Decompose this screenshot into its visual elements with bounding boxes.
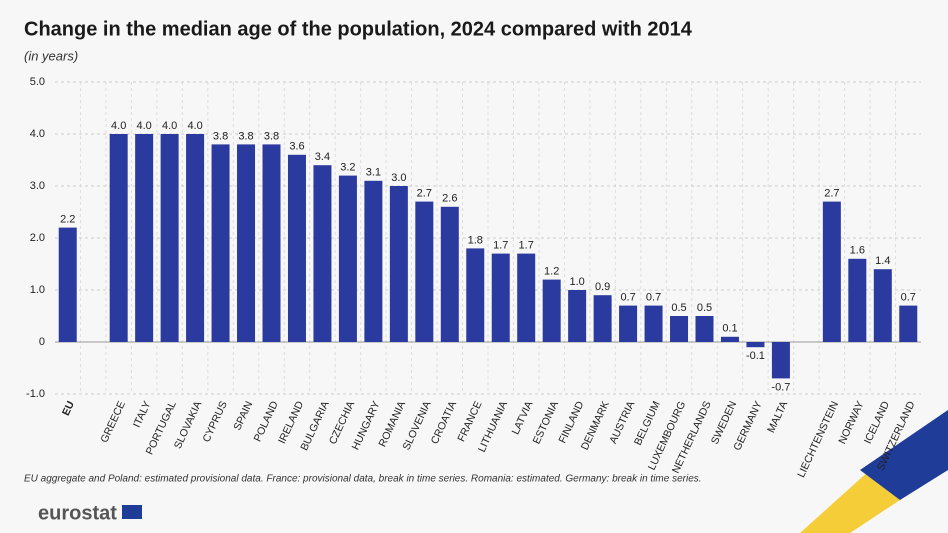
bar [822, 201, 841, 342]
value-label: 1.6 [850, 245, 865, 257]
value-label: 0.9 [595, 281, 610, 293]
y-tick-label: -1.0 [26, 388, 45, 400]
bar [211, 144, 230, 342]
value-label: 1.2 [544, 266, 559, 278]
value-label: 3.1 [366, 167, 381, 179]
y-tick-label: 0 [39, 336, 45, 348]
value-label: 4.0 [136, 120, 151, 132]
value-label: 0.7 [901, 292, 916, 304]
value-label: 3.2 [340, 162, 355, 174]
value-label: 0.5 [697, 302, 712, 314]
value-label: 1.7 [493, 240, 508, 252]
bar [619, 305, 638, 342]
bar [109, 134, 128, 342]
bar [313, 165, 332, 342]
value-label: 3.8 [264, 130, 279, 142]
value-label: 3.0 [391, 172, 406, 184]
bar [695, 316, 714, 342]
value-label: 0.7 [620, 292, 635, 304]
value-label: 1.4 [875, 255, 890, 267]
value-label: -0.1 [746, 350, 765, 362]
value-label: 2.6 [442, 193, 457, 205]
bar [389, 186, 408, 342]
value-label: 2.7 [417, 188, 432, 200]
bar [440, 206, 459, 342]
bar [135, 134, 154, 342]
value-label: 0.5 [671, 302, 686, 314]
chart-subtitle: (in years) [24, 48, 78, 63]
x-tick-label: EU [60, 399, 77, 417]
value-label: 3.8 [238, 130, 253, 142]
y-tick-label: 5.0 [30, 76, 45, 88]
value-label: 4.0 [162, 120, 177, 132]
value-label: 2.2 [60, 214, 75, 226]
bar [338, 175, 357, 342]
y-tick-label: 3.0 [30, 180, 45, 192]
decoration [860, 410, 948, 500]
bar [466, 248, 485, 342]
bar [771, 342, 790, 379]
decoration [800, 470, 900, 533]
bar [160, 134, 179, 342]
bar [670, 316, 689, 342]
bar [58, 227, 77, 342]
bar [542, 279, 561, 342]
bar [568, 290, 587, 342]
bar [415, 201, 434, 342]
bar [262, 144, 281, 342]
value-label: 0.1 [722, 323, 737, 335]
logo-flag [122, 505, 142, 519]
y-tick-label: 4.0 [30, 128, 45, 140]
value-label: 2.7 [824, 188, 839, 200]
bar [287, 154, 306, 342]
value-label: 1.7 [519, 240, 534, 252]
bar [873, 269, 892, 342]
bar [644, 305, 663, 342]
bar [237, 144, 256, 342]
value-label: 3.8 [213, 130, 228, 142]
value-label: 3.6 [289, 141, 304, 153]
value-label: 1.0 [569, 276, 584, 288]
bar [899, 305, 918, 342]
bar [186, 134, 205, 342]
chart-title: Change in the median age of the populati… [24, 18, 693, 40]
bar [517, 253, 536, 342]
value-label: 4.0 [111, 120, 126, 132]
logo: eurostat [38, 502, 117, 524]
value-label: 0.7 [646, 292, 661, 304]
bar [720, 336, 739, 342]
y-tick-label: 1.0 [30, 284, 45, 296]
value-label: 4.0 [187, 120, 202, 132]
y-tick-label: 2.0 [30, 232, 45, 244]
bar [364, 180, 383, 342]
value-label: 3.4 [315, 151, 330, 163]
bar [746, 342, 765, 348]
bar [848, 258, 867, 342]
value-label: -0.7 [771, 381, 790, 393]
bar [491, 253, 510, 342]
value-label: 1.8 [468, 234, 483, 246]
footnote: EU aggregate and Poland: estimated provi… [24, 474, 702, 485]
bar [593, 295, 612, 342]
